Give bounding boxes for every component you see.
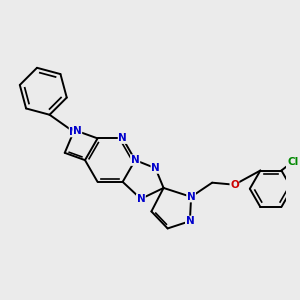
Text: N: N bbox=[151, 163, 160, 173]
Text: N: N bbox=[136, 194, 145, 204]
Text: N: N bbox=[69, 127, 78, 137]
Text: N: N bbox=[185, 216, 194, 226]
Text: N: N bbox=[187, 192, 196, 202]
Text: Cl: Cl bbox=[287, 157, 298, 166]
Text: N: N bbox=[73, 126, 82, 136]
Text: N: N bbox=[118, 134, 127, 143]
Text: N: N bbox=[131, 155, 140, 165]
Text: O: O bbox=[230, 180, 239, 190]
Text: N: N bbox=[131, 155, 140, 165]
